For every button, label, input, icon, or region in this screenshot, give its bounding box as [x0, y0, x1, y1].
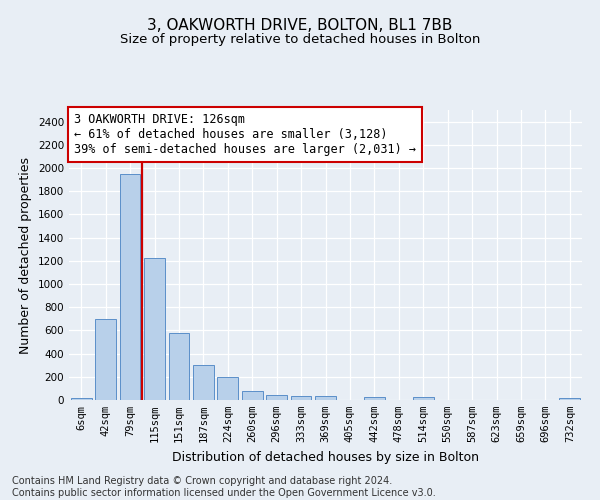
- Bar: [290, 396, 311, 400]
- Bar: [71, 398, 92, 400]
- Bar: [242, 390, 263, 400]
- Bar: [266, 395, 287, 400]
- Bar: [95, 319, 116, 400]
- Y-axis label: Number of detached properties: Number of detached properties: [19, 156, 32, 354]
- Text: 3, OAKWORTH DRIVE, BOLTON, BL1 7BB: 3, OAKWORTH DRIVE, BOLTON, BL1 7BB: [148, 18, 452, 32]
- Text: Contains HM Land Registry data © Crown copyright and database right 2024.
Contai: Contains HM Land Registry data © Crown c…: [12, 476, 436, 498]
- Bar: [119, 174, 140, 400]
- Bar: [315, 396, 336, 400]
- Bar: [169, 332, 190, 400]
- Bar: [193, 364, 214, 400]
- Text: 3 OAKWORTH DRIVE: 126sqm
← 61% of detached houses are smaller (3,128)
39% of sem: 3 OAKWORTH DRIVE: 126sqm ← 61% of detach…: [74, 113, 416, 156]
- Bar: [364, 396, 385, 400]
- Bar: [144, 258, 165, 400]
- Text: Size of property relative to detached houses in Bolton: Size of property relative to detached ho…: [120, 32, 480, 46]
- Bar: [217, 377, 238, 400]
- X-axis label: Distribution of detached houses by size in Bolton: Distribution of detached houses by size …: [172, 450, 479, 464]
- Bar: [559, 398, 580, 400]
- Bar: [413, 397, 434, 400]
